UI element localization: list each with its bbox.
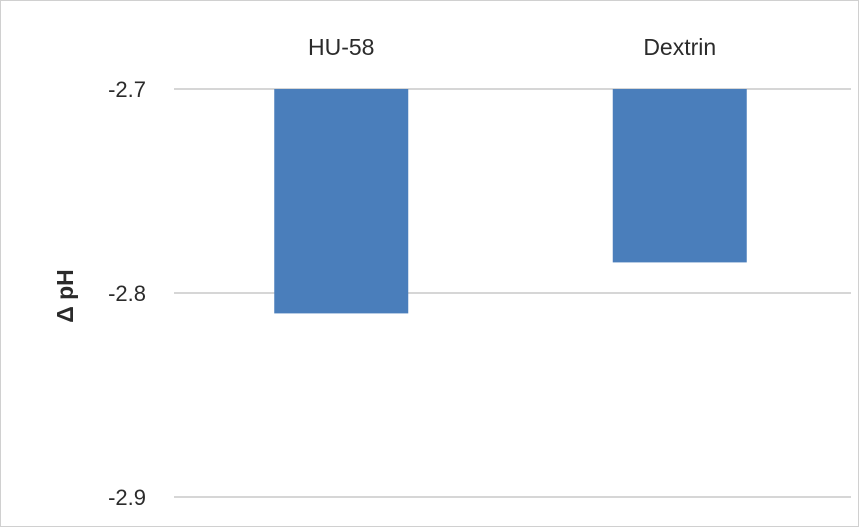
bars	[274, 89, 747, 314]
y-tick-label: -2.9	[108, 485, 146, 510]
y-axis-title: Δ pH	[52, 269, 78, 323]
category-label: HU-58	[308, 34, 374, 60]
bar-dextrin	[612, 89, 747, 263]
y-tick-label: -2.7	[108, 77, 146, 102]
labels: -2.7 -2.8 -2.9 HU-58 Dextrin	[108, 34, 716, 510]
category-label: Dextrin	[643, 34, 716, 60]
bar-hu-58	[274, 89, 409, 314]
y-tick-label: -2.8	[108, 281, 146, 306]
